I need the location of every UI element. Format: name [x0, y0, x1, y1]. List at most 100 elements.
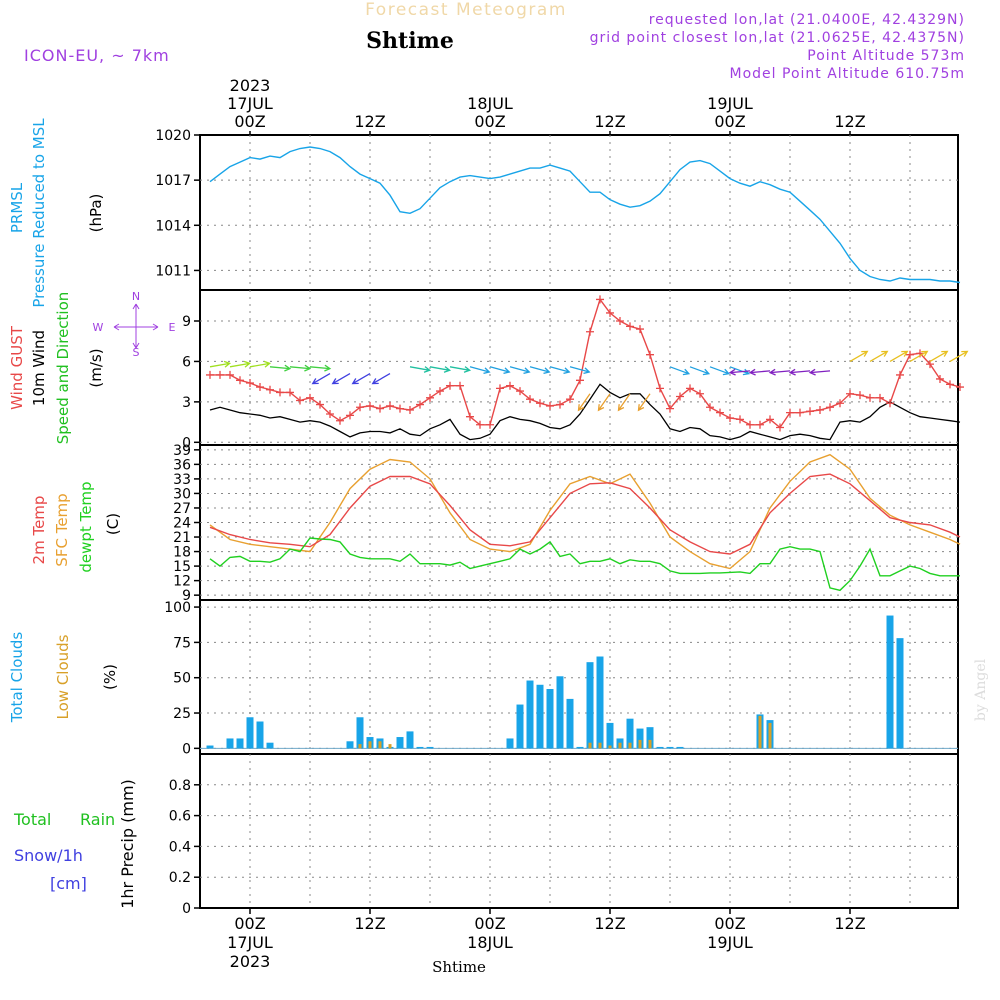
- total-cloud-bar: [406, 731, 414, 749]
- ytick-label-wind: 6: [182, 354, 191, 370]
- ytick-label-temperature: 15: [173, 559, 191, 575]
- top-date-label: 17JUL: [227, 94, 273, 113]
- gust-marker: [806, 407, 814, 416]
- total-cloud-bar: [266, 742, 274, 749]
- wind-direction-arrow: [351, 373, 371, 385]
- low-cloud-bar: [608, 745, 612, 749]
- top-year-label: 2023: [230, 76, 271, 95]
- ytick-label-temperature: 9: [182, 588, 191, 604]
- requested-coords: requested lon,lat (21.0400E, 42.4329N): [649, 12, 965, 28]
- total-cloud-bar: [636, 728, 644, 749]
- gust-marker: [766, 415, 774, 424]
- total-cloud-bar: [566, 698, 574, 749]
- ytick-label-clouds: 50: [173, 671, 191, 687]
- top-tick-label: 00Z: [714, 112, 745, 131]
- wind-direction-arrow: [309, 364, 332, 372]
- gust-marker: [536, 399, 544, 408]
- ytick-label-precip: 0.8: [169, 778, 191, 794]
- wind-direction-arrow: [549, 366, 571, 375]
- precip-rain-label: Rain: [80, 810, 115, 829]
- total-cloud-bar: [506, 738, 514, 749]
- gust-marker: [296, 396, 304, 405]
- wind-direction-arrow: [569, 366, 591, 375]
- compass-s: S: [133, 346, 140, 359]
- gust-marker: [906, 350, 914, 359]
- low-cloud-bar: [358, 744, 362, 749]
- wind-direction-arrow: [637, 393, 651, 412]
- gust-marker: [726, 414, 734, 423]
- precip-snow-unit: [cm]: [50, 874, 87, 893]
- top-tick-label: 00Z: [474, 112, 505, 131]
- low-cloud-bar: [628, 742, 632, 749]
- total-clouds-label: Total Clouds: [8, 632, 26, 724]
- low-cloud-bar: [388, 744, 392, 749]
- panel-frame-pressure: [199, 134, 959, 291]
- gust-marker: [566, 395, 574, 404]
- wind10m-label: 10m Wind: [30, 330, 48, 406]
- ytick-label-pressure: 1017: [155, 173, 191, 189]
- gust-marker: [686, 384, 694, 393]
- total-cloud-bar: [416, 746, 424, 749]
- gust-marker: [256, 383, 264, 392]
- total-cloud-bar: [556, 676, 564, 749]
- model-altitude: Model Point Altitude 610.75m: [730, 66, 965, 82]
- wind-direction-arrow: [489, 366, 511, 375]
- ytick-label-temperature: 33: [173, 472, 191, 488]
- gust-marker: [576, 376, 584, 385]
- gust-marker: [926, 360, 934, 369]
- clouds-unit: (%): [101, 664, 119, 690]
- low-cloud-bar: [638, 739, 642, 749]
- wind-direction-arrow: [669, 366, 691, 376]
- gust-marker: [836, 399, 844, 408]
- gust-marker: [796, 408, 804, 417]
- gust-marker: [456, 381, 464, 390]
- wind-unit: (m/s): [87, 348, 105, 387]
- gust-marker: [466, 412, 474, 421]
- total-cloud-bar: [656, 746, 664, 749]
- pressure-label-long: Pressure Reduced to MSL: [30, 118, 48, 308]
- gust-marker: [636, 325, 644, 334]
- low-clouds-label: Low Clouds: [54, 634, 72, 719]
- low-cloud-bar: [378, 741, 382, 749]
- gust-marker: [346, 411, 354, 420]
- compass-rose-icon: [113, 303, 159, 349]
- gust-marker: [846, 389, 854, 398]
- dewpt-line: [209, 537, 960, 592]
- gust-marker: [356, 403, 364, 412]
- total-cloud-bar: [666, 746, 674, 749]
- wind-direction-arrow: [577, 393, 591, 412]
- wind-direction-arrow: [249, 360, 272, 368]
- gust-marker: [236, 376, 244, 385]
- ytick-label-temperature: 24: [173, 516, 191, 532]
- wind-direction-arrow: [689, 366, 711, 376]
- gust-marker: [586, 327, 594, 336]
- bottom-date-label: 17JUL: [227, 933, 273, 952]
- gust-marker: [716, 408, 724, 417]
- gust-marker: [786, 408, 794, 417]
- wind-direction-arrow: [269, 364, 292, 372]
- pressure-unit: (hPa): [87, 194, 105, 233]
- low-cloud-bar: [768, 722, 772, 749]
- ytick-label-pressure: 1014: [155, 218, 191, 234]
- total-cloud-bar: [586, 662, 594, 749]
- gust-marker: [316, 400, 324, 409]
- ytick-label-precip: 0.4: [169, 839, 191, 855]
- ytick-label-temperature: 39: [173, 443, 191, 459]
- gust-marker: [876, 393, 884, 402]
- gust-marker: [486, 420, 494, 429]
- total-cloud-bar: [886, 615, 894, 749]
- wind-direction-arrow: [909, 350, 929, 362]
- wind-direction-arrow: [509, 366, 531, 375]
- bottom-year-label: 2023: [230, 952, 271, 971]
- bottom-tick-label: 00Z: [234, 914, 265, 933]
- t2m-line: [209, 473, 961, 555]
- gust-marker: [436, 387, 444, 396]
- total-cloud-bar: [596, 656, 604, 749]
- ytick-label-wind: 3: [182, 395, 191, 411]
- footer-location: Shtime: [432, 958, 486, 976]
- low-cloud-bar: [758, 715, 762, 749]
- gust-marker: [626, 322, 634, 331]
- ytick-label-temperature: 18: [173, 545, 191, 561]
- low-cloud-bar: [648, 739, 652, 749]
- ytick-label-clouds: 75: [173, 635, 191, 651]
